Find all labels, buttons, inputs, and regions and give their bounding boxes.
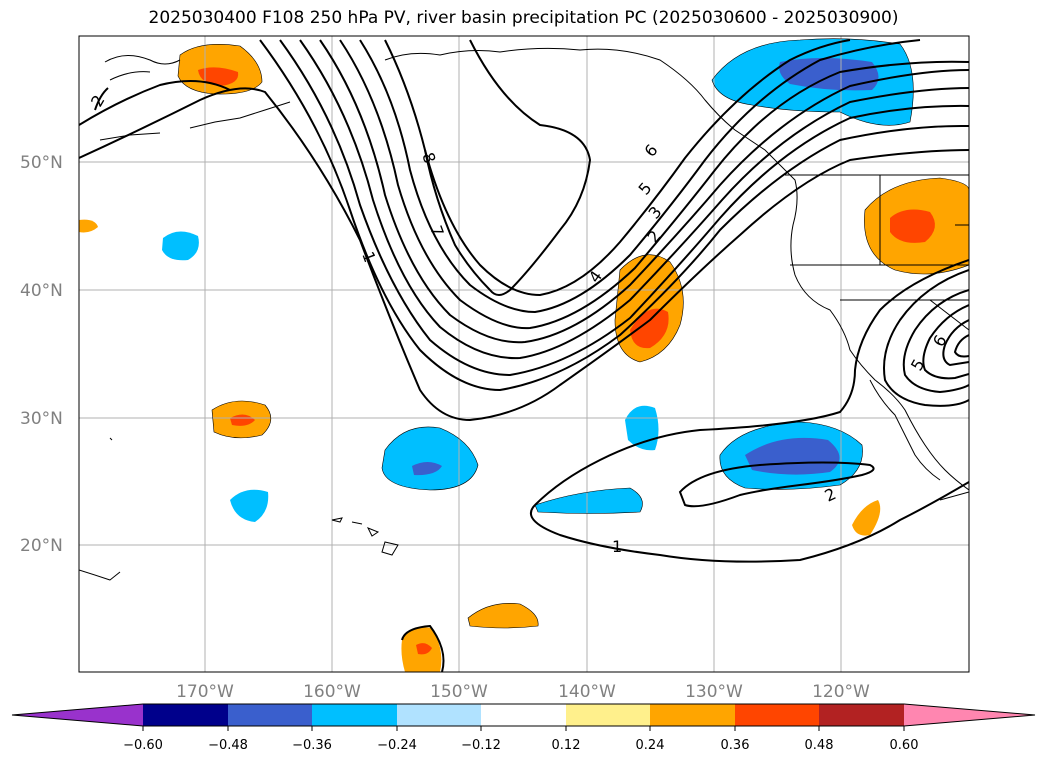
colorbar-tick-label: −0.48: [208, 738, 248, 753]
lat-label: 20°N: [20, 536, 63, 556]
lon-label: 150°W: [430, 682, 488, 702]
positive-anomaly-area: [79, 219, 98, 233]
colorbar-segment: [819, 704, 904, 726]
colorbar-tick-label: 0.12: [552, 738, 581, 753]
negative-anomaly-core: [412, 462, 442, 476]
precipitation-shading: [79, 38, 969, 672]
colorbar-ticks: [142, 726, 905, 731]
lat-label: 50°N: [20, 153, 63, 173]
coastlines: [79, 47, 969, 581]
positive-anomaly-core: [230, 414, 255, 426]
lon-label: 140°W: [558, 682, 616, 702]
colorbar-segment: [228, 704, 312, 726]
lon-label: 120°W: [812, 682, 870, 702]
positive-anomaly-area: [852, 500, 881, 536]
colorbar-tick-label: 0.36: [721, 738, 750, 753]
colorbar-segment: [566, 704, 650, 726]
lat-label: 40°N: [20, 281, 63, 301]
map-panel: [79, 36, 969, 672]
colorbar-segment: [143, 704, 228, 726]
pv-contours: [79, 39, 969, 672]
negative-anomaly-area: [162, 231, 199, 261]
positive-anomaly-area: [468, 603, 539, 628]
colorbar-tick-label: 0.48: [805, 738, 834, 753]
colorbar-segment: [481, 704, 566, 726]
negative-anomaly-core: [779, 58, 879, 91]
colorbar-tick-label: 0.24: [636, 738, 665, 753]
map-title: 2025030400 F108 250 hPa PV, river basin …: [148, 8, 899, 28]
colorbar-extend-high: [904, 704, 1035, 726]
negative-anomaly-area: [230, 489, 269, 522]
positive-anomaly-core: [630, 308, 669, 349]
colorbar-tick-label: 0.60: [890, 738, 919, 753]
colorbar-segment: [397, 704, 481, 726]
longitude-labels: 170°W 160°W 150°W 140°W 130°W 120°W: [176, 682, 870, 702]
colorbar-extend-low: [12, 704, 143, 726]
colorbar: −0.60 −0.48 −0.36 −0.24 −0.12 0.12 0.24 …: [11, 703, 1036, 753]
lon-label: 170°W: [176, 682, 234, 702]
positive-anomaly-core: [416, 643, 432, 655]
latitude-labels: 50°N 40°N 30°N 20°N: [20, 153, 63, 556]
graticule: [79, 36, 969, 672]
negative-anomaly-area: [382, 426, 478, 490]
colorbar-segment: [735, 704, 819, 726]
lon-label: 130°W: [685, 682, 743, 702]
colorbar-tick-label: −0.12: [461, 738, 501, 753]
colorbar-segment: [312, 704, 397, 726]
colorbar-tick-label: −0.36: [292, 738, 332, 753]
shading-outlines: [177, 38, 969, 629]
negative-anomaly-area: [535, 488, 643, 514]
lat-label: 30°N: [20, 409, 63, 429]
lon-label: 160°W: [303, 682, 361, 702]
positive-anomaly-core: [198, 67, 239, 86]
positive-anomaly-core: [890, 209, 935, 243]
colorbar-segment: [650, 704, 735, 726]
colorbar-tick-label: −0.60: [123, 738, 163, 753]
colorbar-tick-label: −0.24: [377, 738, 417, 753]
contour-label: 1: [612, 537, 622, 556]
map-frame: [78, 35, 970, 673]
